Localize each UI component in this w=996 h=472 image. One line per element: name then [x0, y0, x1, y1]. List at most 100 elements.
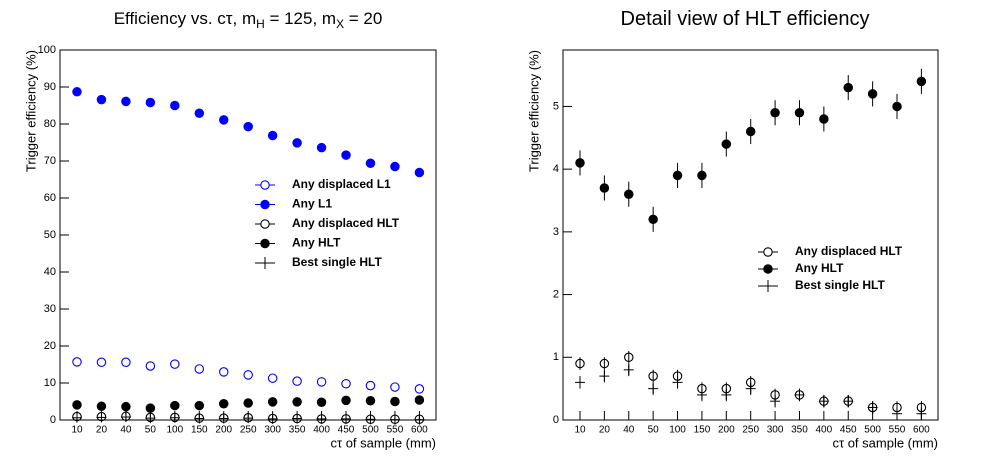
marker-filled: [745, 126, 756, 137]
legend-circle: [260, 199, 270, 210]
y-tick-label: 1: [553, 351, 559, 363]
marker-filled: [794, 107, 805, 118]
marker-open: [365, 380, 376, 391]
marker-filled: [194, 108, 205, 119]
title-part: Efficiency vs. cτ, m: [114, 9, 256, 28]
marker-filled: [892, 101, 902, 112]
marker-cross: [599, 371, 610, 382]
marker-filled: [243, 398, 253, 408]
legend-label: Any displaced HLT: [292, 216, 400, 230]
x-tick-label: 20: [599, 425, 611, 436]
marker-cross: [672, 377, 683, 388]
y-tick-label: 100: [38, 44, 56, 56]
marker-open: [218, 367, 229, 377]
marker-cross: [389, 414, 400, 425]
legend-marker: [758, 247, 778, 257]
x-tick-label: 100: [669, 425, 686, 436]
x-axis-label: cτ of sample (mm): [330, 435, 436, 450]
marker-cross: [867, 402, 878, 413]
x-tick-label: 250: [240, 425, 257, 436]
marker-cross: [623, 364, 634, 375]
chart-title: Detail view of HLT efficiency: [621, 8, 870, 30]
marker-open: [121, 357, 131, 368]
x-tick-label: 200: [215, 425, 232, 436]
x-tick-label: 10: [71, 425, 83, 436]
x-tick-label: 600: [411, 425, 428, 436]
marker-filled: [365, 158, 376, 168]
x-tick-label: 50: [648, 425, 660, 436]
marker-cross: [365, 414, 376, 425]
marker-filled: [267, 130, 278, 141]
legend-label: Best single HLT: [795, 278, 885, 292]
marker-open: [624, 352, 634, 363]
marker-filled: [414, 395, 425, 405]
title-part: Detail view of HLT efficiency: [621, 8, 870, 30]
legend-circle: [260, 180, 270, 190]
marker-cross: [145, 413, 156, 424]
marker-open: [341, 378, 351, 389]
y-tick-label: 4: [553, 163, 559, 175]
legend-label: Any HLT: [795, 261, 844, 275]
y-axis-label: Trigger efficiency (%): [23, 50, 38, 172]
marker-cross: [169, 412, 180, 423]
marker-filled: [316, 397, 327, 407]
legend-marker: [255, 219, 275, 229]
x-tick-label: 350: [289, 425, 306, 436]
marker-filled: [145, 403, 156, 413]
legend-marker: [255, 238, 275, 249]
x-tick-label: 40: [623, 425, 635, 436]
marker-filled: [819, 114, 829, 124]
marker-filled: [697, 170, 707, 181]
marker-open: [414, 384, 425, 394]
marker-cross: [721, 389, 732, 400]
marker-cross: [770, 396, 781, 407]
marker-filled: [341, 150, 351, 160]
marker-open: [316, 377, 327, 387]
legend-label: Best single HLT: [292, 255, 382, 269]
legend-marker: [758, 264, 778, 274]
x-tick-label: 600: [913, 425, 930, 436]
marker-filled: [365, 396, 376, 406]
y-tick-label: 5: [553, 100, 559, 112]
x-tick-label: 350: [791, 425, 808, 436]
x-tick-label: 50: [145, 425, 157, 436]
marker-filled: [145, 97, 156, 108]
marker-filled: [194, 400, 205, 411]
y-tick-label: 90: [44, 81, 56, 93]
marker-filled: [72, 400, 82, 410]
marker-filled: [267, 397, 278, 407]
marker-open: [648, 371, 658, 381]
marker-cross: [316, 413, 327, 424]
y-tick-label: 10: [44, 377, 56, 389]
marker-filled: [648, 214, 658, 225]
marker-filled: [96, 401, 107, 412]
marker-filled: [316, 142, 327, 153]
marker-filled: [121, 401, 131, 412]
marker-open: [243, 370, 253, 380]
legend-circle: [260, 219, 270, 229]
x-tick-label: 550: [889, 425, 906, 436]
x-tick-label: 100: [166, 425, 183, 436]
marker-open: [170, 359, 180, 369]
x-tick-label: 300: [264, 425, 281, 436]
marker-filled: [170, 100, 180, 111]
marker-cross: [648, 383, 659, 394]
marker-filled: [292, 138, 302, 148]
marker-cross: [120, 412, 131, 423]
marker-filled: [575, 158, 585, 168]
marker-filled: [770, 107, 780, 118]
y-tick-label: 60: [44, 192, 56, 204]
legend-label: Any displaced L1: [292, 177, 391, 191]
y-axis-label: Trigger efficiency (%): [526, 50, 541, 172]
marker-filled: [121, 96, 131, 107]
title-part: = 125, m: [265, 9, 336, 28]
legend-marker: [758, 280, 778, 292]
y-tick-label: 40: [44, 266, 56, 278]
marker-filled: [218, 398, 229, 409]
marker-open: [72, 357, 82, 367]
marker-filled: [916, 76, 927, 87]
marker-open: [96, 357, 107, 368]
marker-cross: [341, 413, 352, 424]
x-tick-label: 150: [191, 425, 208, 436]
